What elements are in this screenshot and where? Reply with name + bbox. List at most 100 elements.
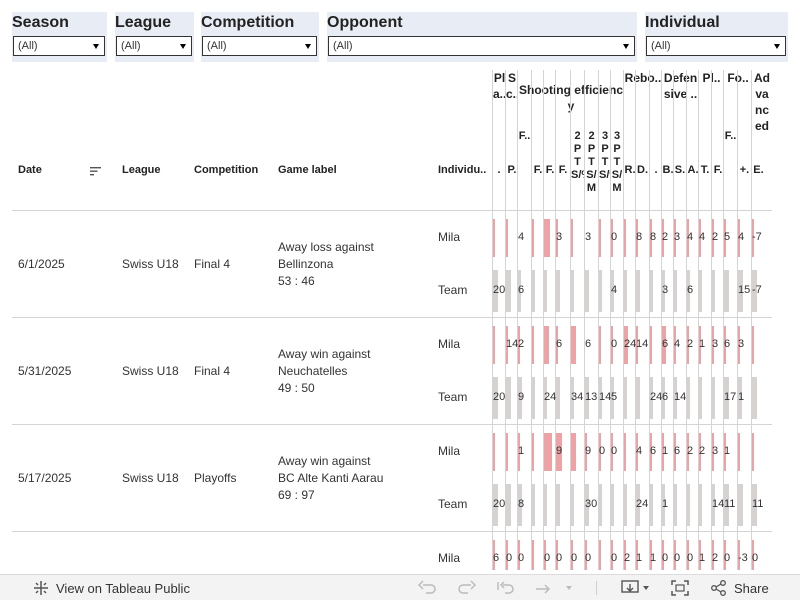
stat-bar[interactable] [532, 539, 534, 570]
stat-bar[interactable] [674, 483, 677, 526]
season-dropdown[interactable]: (All) [13, 36, 105, 56]
stat-bar[interactable] [687, 539, 689, 570]
stat-bar[interactable] [624, 325, 628, 364]
stat-bar[interactable] [585, 269, 589, 312]
stat-column-header[interactable]: F. [558, 164, 568, 176]
stat-bar[interactable] [687, 269, 690, 312]
redo-button[interactable] [456, 575, 476, 600]
stat-column-header[interactable]: D. [637, 164, 648, 176]
stat-bar[interactable] [544, 269, 547, 312]
stat-column-header[interactable]: T. [700, 164, 710, 176]
stat-bar[interactable] [699, 376, 702, 419]
stat-column-header[interactable]: F. [545, 164, 555, 176]
stat-bar[interactable] [544, 539, 546, 570]
league-dropdown[interactable]: (All) [116, 36, 192, 56]
stat-bar[interactable] [599, 539, 601, 570]
stat-bar[interactable] [518, 539, 520, 570]
undo-button[interactable] [418, 575, 438, 600]
stat-bar[interactable] [611, 218, 613, 257]
stat-bar[interactable] [752, 218, 754, 257]
header-individual[interactable]: Individu.. [438, 164, 487, 176]
stat-bar[interactable] [674, 432, 676, 471]
stat-bar[interactable] [712, 218, 714, 257]
column-group-header[interactable]: Defensive .. [663, 71, 698, 101]
stat-bar[interactable] [752, 539, 754, 570]
competition-dropdown[interactable]: (All) [202, 36, 317, 56]
stat-bar[interactable] [724, 325, 726, 364]
stat-column-header[interactable]: 2PTS/% [571, 130, 584, 181]
stat-bar[interactable] [650, 376, 653, 419]
stat-bar[interactable] [636, 432, 638, 471]
stat-bar[interactable] [752, 325, 754, 364]
stat-bar[interactable] [724, 432, 726, 471]
stat-bar[interactable] [518, 325, 520, 364]
stat-bar[interactable] [571, 269, 574, 312]
stat-bar[interactable] [687, 432, 689, 471]
stat-bar[interactable] [738, 325, 740, 364]
stat-bar[interactable] [493, 325, 495, 364]
stat-bar[interactable] [650, 218, 652, 257]
stat-column-header[interactable]: F. [533, 164, 543, 176]
stat-column-header[interactable]: P. [507, 164, 517, 176]
stat-bar[interactable] [518, 376, 522, 419]
stat-bar[interactable] [571, 325, 576, 364]
download-button[interactable] [620, 575, 654, 600]
view-on-tableau-button[interactable]: View on Tableau Public [32, 575, 190, 600]
stat-bar[interactable] [532, 483, 535, 526]
stat-bar[interactable] [544, 376, 547, 419]
stat-bar[interactable] [518, 269, 521, 312]
stat-bar[interactable] [532, 218, 534, 257]
stat-bar[interactable] [738, 432, 740, 471]
opponent-dropdown[interactable]: (All) [328, 36, 635, 56]
stat-column-header[interactable]: . [497, 164, 501, 176]
stat-bar[interactable] [599, 269, 602, 312]
stat-bar[interactable] [611, 376, 614, 419]
stat-bar[interactable] [585, 376, 589, 419]
game-label[interactable]: Away win against BC Alte Kanti Aarau 69 : … [278, 453, 383, 504]
stat-bar[interactable] [571, 539, 573, 570]
stat-column-header[interactable]: 3PTS/M [611, 130, 623, 194]
stat-bar[interactable] [544, 325, 549, 364]
stat-bar[interactable] [493, 376, 498, 419]
stat-bar[interactable] [571, 218, 573, 257]
stat-bar[interactable] [599, 432, 601, 471]
stat-bar[interactable] [752, 483, 757, 526]
stat-bar[interactable] [624, 432, 626, 471]
stat-bar[interactable] [650, 483, 653, 526]
stat-bar[interactable] [687, 218, 689, 257]
stat-column-header[interactable]: F.. [724, 130, 737, 142]
stat-bar[interactable] [532, 376, 535, 419]
stat-bar[interactable] [712, 539, 714, 570]
stat-bar[interactable] [636, 483, 640, 526]
stat-bar[interactable] [712, 483, 715, 526]
stat-bar[interactable] [556, 269, 560, 312]
stat-bar[interactable] [624, 539, 626, 570]
stat-column-header[interactable]: F.. [518, 130, 531, 142]
stat-bar[interactable] [636, 218, 638, 257]
stat-bar[interactable] [585, 539, 587, 570]
stat-bar[interactable] [724, 483, 729, 526]
column-group-header[interactable]: Pla.. [493, 71, 506, 101]
stat-bar[interactable] [636, 376, 640, 419]
stat-bar[interactable] [674, 218, 676, 257]
stat-bar[interactable] [506, 218, 508, 257]
stat-bar[interactable] [636, 269, 640, 312]
stat-bar[interactable] [599, 483, 602, 526]
stat-bar[interactable] [599, 218, 601, 257]
sort-icon[interactable] [90, 166, 102, 176]
stat-bar[interactable] [724, 539, 726, 570]
stat-bar[interactable] [636, 325, 638, 364]
stat-bar[interactable] [506, 539, 508, 570]
stat-bar[interactable] [532, 269, 535, 312]
header-competition[interactable]: Competition [194, 164, 259, 176]
stat-bar[interactable] [738, 218, 740, 257]
stat-column-header[interactable]: R. [624, 164, 636, 176]
stat-bar[interactable] [544, 218, 550, 257]
header-date[interactable]: Date [18, 164, 42, 176]
stat-bar[interactable] [738, 269, 743, 312]
stat-bar[interactable] [699, 483, 702, 526]
stat-bar[interactable] [650, 432, 652, 471]
stat-bar[interactable] [624, 218, 626, 257]
stat-bar[interactable] [699, 539, 701, 570]
stat-bar[interactable] [738, 376, 742, 419]
